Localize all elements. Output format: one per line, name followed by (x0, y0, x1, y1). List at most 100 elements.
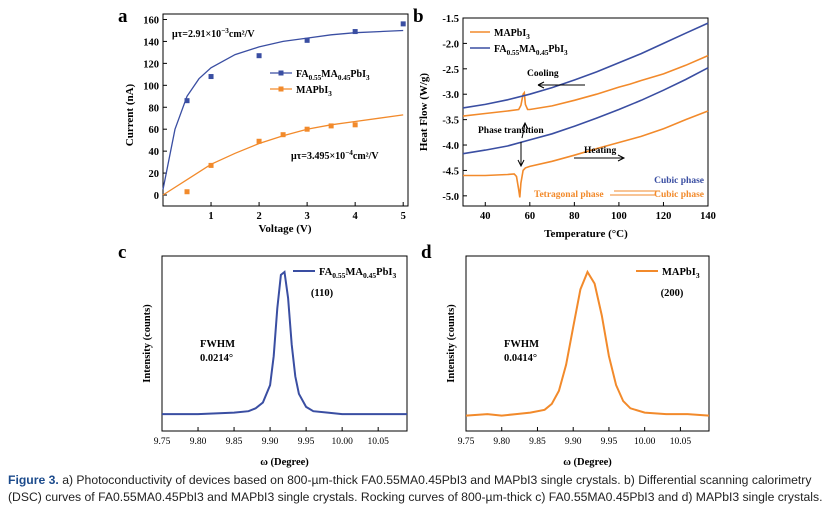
y-axis-label-c: Intensity (counts) (142, 304, 153, 383)
y-tick-label-b: -3.0 (442, 90, 459, 101)
x-tick-label-a: 2 (256, 211, 261, 222)
x-tick-label-a: 5 (401, 211, 406, 222)
x-tick-label-d: 9.90 (565, 437, 582, 447)
y-tick-label-a: 140 (143, 37, 159, 48)
y-tick-label-b: -1.5 (442, 14, 459, 25)
legend-label-b: FA0.55MA0.45PbI3 (494, 44, 568, 57)
data-point-a (352, 122, 358, 128)
data-point-a (328, 123, 334, 129)
phase-exchange-arrows (610, 190, 660, 196)
data-point-a (256, 138, 262, 144)
data-point-a (352, 29, 358, 35)
x-tick-label-a: 3 (304, 211, 309, 222)
legend-label-d: MAPbI3 (662, 267, 700, 280)
annotation-phase-transition: Phase transition (478, 126, 544, 136)
annotation-cubic-phase-fa: Cubic phase (654, 176, 704, 186)
y-tick-label-a: 100 (143, 81, 159, 92)
x-axis-label-c: ω (Degree) (260, 457, 309, 468)
data-point-a (280, 132, 286, 138)
y-tick-label-a: 80 (149, 103, 160, 114)
heating-arrow (574, 154, 626, 162)
y-tick-label-b: -2.5 (442, 65, 459, 76)
y-tick-label-a: 120 (143, 59, 159, 70)
legend-label-a: MAPbI3 (296, 85, 332, 98)
x-tick-label-d: 9.80 (493, 437, 510, 447)
data-point-a (256, 53, 262, 59)
y-tick-label-a: 60 (149, 125, 160, 136)
y-tick-label-a: 0 (154, 191, 159, 202)
x-tick-label-b: 60 (525, 211, 536, 222)
x-tick-label-b: 80 (569, 211, 580, 222)
x-tick-label-d: 9.95 (601, 437, 618, 447)
legend-label-c: FA0.55MA0.45PbI3 (319, 267, 397, 280)
legend-label-a: FA0.55MA0.45PbI3 (296, 69, 370, 82)
x-tick-label-c: 10.00 (331, 437, 353, 447)
dsc-curve-cooling (462, 54, 709, 117)
y-tick-label-b: -5.0 (442, 192, 459, 203)
annotation-reflection-d: (200) (661, 288, 684, 299)
annotation-fwhm-label-c: FWHM (200, 339, 235, 350)
y-axis-label-a: Current (nA) (124, 83, 136, 146)
data-point-a (184, 189, 190, 195)
x-tick-label-c: 9.95 (298, 437, 315, 447)
phase-transition-arrow (517, 142, 525, 168)
figure-caption: Figure 3. a) Photoconductivity of device… (8, 472, 830, 506)
rocking-curve-c (162, 270, 407, 416)
data-point-a (184, 98, 190, 104)
legend-marker-a (278, 86, 284, 92)
x-tick-label-d: 10.00 (634, 437, 656, 447)
x-tick-label-d: 9.75 (458, 437, 475, 447)
x-axis-label-b: Temperature (°C) (544, 228, 628, 240)
x-tick-label-a: 1 (208, 211, 213, 222)
x-tick-label-d: 9.85 (529, 437, 546, 447)
annotation-cooling: Cooling (527, 69, 559, 79)
y-tick-label-b: -4.0 (442, 141, 459, 152)
caption-text: a) Photoconductivity of devices based on… (8, 473, 823, 504)
annotation-fwhm-value-c: 0.0214° (200, 353, 233, 364)
dsc-curve-heating (463, 110, 709, 198)
x-tick-label-d: 10.05 (670, 437, 692, 447)
data-point-a (304, 126, 310, 132)
y-axis-label-b: Heat Flow (W/g) (418, 73, 430, 152)
annotation-fwhm-label-d: FWHM (504, 339, 539, 350)
data-point-a (208, 162, 214, 168)
y-axis-label-d: Intensity (counts) (446, 304, 457, 383)
plot-frame-d (465, 255, 710, 432)
legend-label-b: MAPbI3 (494, 28, 530, 41)
annotation-cubic-phase-ma: Cubic phase (654, 190, 704, 200)
x-tick-label-c: 9.90 (262, 437, 279, 447)
x-tick-label-b: 100 (611, 211, 627, 222)
y-tick-label-a: 40 (149, 147, 160, 158)
plot-frame-b (462, 17, 709, 207)
x-tick-label-c: 9.80 (190, 437, 207, 447)
caption-label: Figure 3. (8, 473, 59, 487)
plot-frame-c (161, 255, 408, 432)
data-point-a (208, 74, 214, 80)
annotation-reflection-c: (110) (311, 288, 334, 299)
x-tick-label-b: 120 (656, 211, 672, 222)
dsc-curve-cooling (462, 22, 709, 109)
cooling-arrow (537, 81, 585, 89)
legend-marker-a (278, 70, 284, 76)
x-tick-label-c: 9.85 (226, 437, 243, 447)
plot-frame-a (162, 13, 409, 207)
x-tick-label-a: 4 (353, 211, 359, 222)
panel-label-b: b (413, 6, 424, 27)
x-axis-label-a: Voltage (V) (258, 223, 311, 235)
fit-line-a (162, 29, 404, 190)
x-tick-label-b: 140 (700, 211, 716, 222)
x-tick-label-c: 9.75 (154, 437, 171, 447)
data-point-a (400, 21, 406, 27)
panel-label-a: a (118, 6, 128, 27)
rocking-curve-d (465, 269, 710, 417)
x-axis-label-d: ω (Degree) (563, 457, 612, 468)
x-tick-label-b: 40 (480, 211, 491, 222)
annotation-heating: Heating (584, 146, 616, 156)
y-tick-label-b: -4.5 (442, 166, 459, 177)
panel-label-c: c (118, 242, 126, 263)
annotation-tetragonal-phase: Tetragonal phase (534, 190, 604, 200)
phase-transition-arrow-up (521, 121, 529, 139)
y-tick-label-b: -3.5 (442, 116, 459, 127)
y-tick-label-a: 20 (149, 169, 160, 180)
